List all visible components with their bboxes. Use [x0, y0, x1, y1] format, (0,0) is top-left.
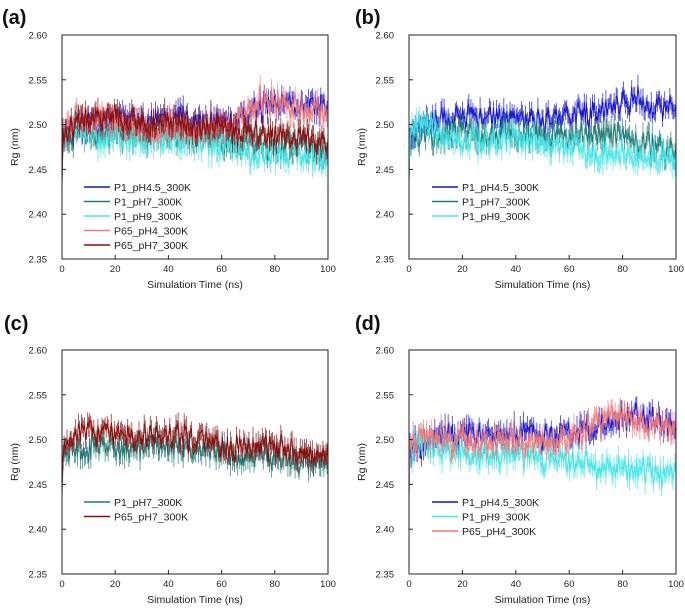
series-P65_pH7_300K: [62, 97, 328, 195]
x-axis-title: Simulation Time (ns): [495, 594, 591, 606]
y-tick-label: 2.50: [29, 120, 48, 131]
legend-entry: P65_pH4_300K: [462, 526, 536, 538]
x-tick-label: 100: [320, 264, 336, 275]
plot-frame: [408, 349, 677, 575]
y-tick-label: 2.35: [376, 255, 395, 266]
series-P1_pH7_300K: [62, 422, 328, 504]
y-tick-label: 2.40: [376, 525, 395, 536]
panel-label: (c): [4, 313, 28, 335]
x-tick-label: 0: [59, 264, 64, 275]
x-tick-label: 40: [163, 579, 174, 590]
series-line: [409, 113, 676, 185]
y-tick-label: 2.35: [376, 570, 395, 581]
series-line: [62, 113, 328, 184]
legend-entry: P1_pH4.5_300K: [114, 182, 191, 194]
series-error-bars: [62, 412, 328, 497]
chart-panel-1: (a) 2.35 2.40 2.45 2.50 2.55 2.60 0 20 40 60 80 100 S…: [2, 7, 336, 291]
x-tick-label: 20: [457, 579, 468, 590]
series-P1_pH9_300K: [409, 105, 676, 195]
y-tick-label: 2.55: [29, 390, 48, 401]
x-tick-label: 20: [110, 264, 121, 275]
legend-entry: P1_pH9_300K: [462, 211, 530, 223]
series-P65_pH7_300K: [62, 412, 328, 497]
panel-label: (d): [355, 313, 381, 335]
y-axis-title: Rg (nm): [9, 443, 21, 481]
y-tick-label: 2.55: [29, 75, 48, 86]
legend-entry: P1_pH4.5_300K: [462, 497, 539, 509]
legend: P1_pH4.5_300K P1_pH7_300K P1_pH9_300K P65_p…: [84, 182, 191, 252]
series-line: [62, 104, 328, 187]
y-tick-label: 2.55: [376, 75, 395, 86]
plot-frame: [408, 34, 677, 260]
y-tick-label: 2.50: [376, 120, 395, 131]
y-tick-label: 2.40: [29, 525, 48, 536]
chart-panel-2: (b) 2.35 2.40 2.45 2.50 2.55 2.60 0 20 40 60 80 100 S…: [355, 7, 684, 291]
y-tick-label: 2.40: [376, 210, 395, 221]
legend-entry: P65_pH7_300K: [114, 512, 188, 524]
x-tick-label: 80: [617, 264, 628, 275]
series-line: [409, 403, 676, 492]
legend-entry: P1_pH7_300K: [114, 497, 182, 509]
chart-panel-4: (d) 2.35 2.40 2.45 2.50 2.55 2.60 0 20 40 60 80 100 S…: [355, 313, 684, 606]
legend: P1_pH7_300K P65_pH7_300K: [84, 497, 188, 524]
chart-panel-3: (c) 2.35 2.40 2.45 2.50 2.55 2.60 0 20 40 60 80 100 S…: [4, 313, 336, 606]
panel-label: (b): [355, 7, 381, 29]
plot-frame: [61, 34, 329, 260]
x-tick-label: 80: [270, 264, 281, 275]
legend-entry: P65_pH4_300K: [114, 226, 188, 238]
y-axis-title: Rg (nm): [9, 128, 21, 166]
legend-entry: P1_pH9_300K: [462, 512, 530, 524]
legend: P1_pH4.5_300K P1_pH9_300K P65_pH4_300K: [432, 497, 539, 538]
x-tick-label: 80: [617, 579, 628, 590]
legend-entry: P1_pH9_300K: [114, 211, 182, 223]
legend-entry: P1_pH7_300K: [114, 197, 182, 209]
y-tick-label: 2.45: [376, 480, 395, 491]
y-tick-label: 2.50: [29, 435, 48, 446]
x-tick-label: 100: [320, 579, 336, 590]
x-axis-title: Simulation Time (ns): [495, 279, 591, 291]
x-tick-label: 100: [668, 579, 684, 590]
y-tick-label: 2.55: [376, 390, 395, 401]
x-tick-label: 100: [668, 264, 684, 275]
x-tick-label: 60: [216, 579, 227, 590]
legend: P1_pH4.5_300K P1_pH7_300K P1_pH9_300K: [432, 182, 539, 223]
y-axis-title: Rg (nm): [356, 128, 368, 166]
x-tick-label: 40: [511, 579, 522, 590]
legend-entry: P1_pH4.5_300K: [462, 182, 539, 194]
y-tick-label: 2.45: [29, 480, 48, 491]
x-tick-label: 40: [163, 264, 174, 275]
y-tick-label: 2.50: [376, 435, 395, 446]
x-tick-label: 20: [110, 579, 121, 590]
x-tick-label: 0: [59, 579, 64, 590]
x-tick-label: 60: [564, 579, 575, 590]
panel-label: (a): [2, 7, 26, 29]
x-tick-label: 80: [270, 579, 281, 590]
y-tick-label: 2.45: [29, 165, 48, 176]
legend-entry: P65_pH7_300K: [114, 240, 188, 252]
series-line: [62, 418, 328, 491]
y-tick-label: 2.60: [376, 31, 395, 42]
y-tick-label: 2.60: [29, 31, 48, 42]
y-tick-label: 2.45: [376, 165, 395, 176]
legend-entry: P1_pH7_300K: [462, 197, 530, 209]
x-tick-label: 60: [216, 264, 227, 275]
series-P65_pH4_300K: [409, 397, 676, 503]
y-tick-label: 2.60: [29, 346, 48, 357]
y-tick-label: 2.60: [376, 346, 395, 357]
y-tick-label: 2.35: [29, 255, 48, 266]
y-axis-title: Rg (nm): [356, 443, 368, 481]
x-axis-title: Simulation Time (ns): [147, 279, 243, 291]
x-tick-label: 0: [406, 264, 411, 275]
x-tick-label: 20: [457, 264, 468, 275]
y-tick-label: 2.40: [29, 210, 48, 221]
y-tick-label: 2.35: [29, 570, 48, 581]
x-tick-label: 40: [511, 264, 522, 275]
x-tick-label: 0: [406, 579, 411, 590]
x-tick-label: 60: [564, 264, 575, 275]
x-axis-title: Simulation Time (ns): [147, 594, 243, 606]
plot-frame: [61, 349, 329, 575]
